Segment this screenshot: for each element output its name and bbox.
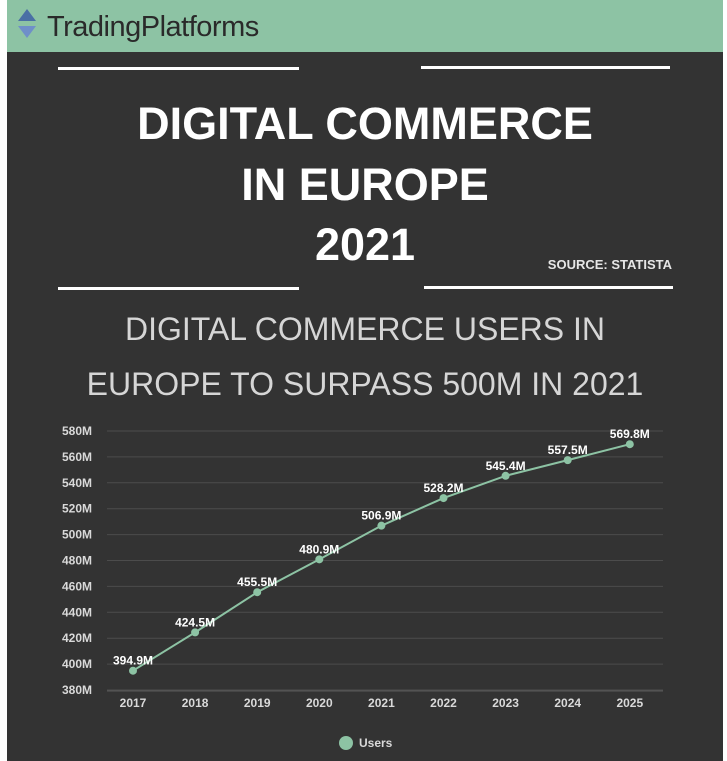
y-tick-label: 520M [62,502,92,516]
users-series-line [132,443,631,672]
data-label: 455.5M [237,575,277,589]
data-label: 506.9M [361,509,401,523]
source-note: SOURCE: STATISTA [547,257,672,272]
header-bar: TradingPlatforms [7,0,723,52]
x-tick-label: 2022 [430,696,457,710]
brand-name: TradingPlatforms [47,11,259,43]
data-point [253,588,262,597]
y-tick-label: 420M [62,631,92,645]
data-point [501,471,510,480]
y-tick-label: 540M [62,476,92,490]
data-point [191,628,200,637]
x-tick-label: 2019 [244,696,271,710]
headline-line-2: IN EUROPE [241,159,489,210]
data-label: 569.8M [610,427,650,441]
y-tick-label: 380M [62,683,92,697]
users-line-chart: 380M 400M 420M 440M 460M 480M 500M 520M 540M 560M… [62,424,663,750]
chart-title-line-2: EUROPE TO SURPASS 500M IN 2021 [86,366,644,402]
data-point [315,555,324,564]
data-label: 424.5M [175,615,215,629]
divider-top-right [421,66,670,69]
x-tick-label: 2024 [554,696,581,710]
data-point [625,440,634,449]
data-label: 480.9M [299,542,339,556]
headline-line-3: 2021 [314,219,416,270]
headline-line-1: DIGITAL COMMERCE [137,98,593,149]
chart-title-line-1: DIGITAL COMMERCE USERS IN [124,311,606,347]
data-label: 557.5M [548,443,588,457]
up-down-arrows-icon [18,9,36,38]
data-point [439,494,448,503]
y-tick-label: 460M [62,579,92,593]
legend-label: Users [359,736,393,750]
y-tick-label: 400M [62,657,92,671]
y-tick-label: 580M [62,424,92,438]
divider-top-left [58,67,299,70]
y-tick-label: 560M [62,450,92,464]
y-tick-label: 500M [62,528,92,542]
legend-marker [339,736,353,750]
y-tick-label: 480M [62,554,92,568]
x-tick-label: 2021 [368,696,395,710]
x-tick-label: 2020 [306,696,333,710]
x-tick-label: 2018 [182,696,209,710]
data-label: 394.9M [113,654,153,668]
x-tick-label: 2023 [492,696,519,710]
x-tick-label: 2025 [616,696,643,710]
data-point [129,666,137,675]
data-label: 528.2M [423,481,463,495]
data-label: 545.4M [486,459,526,473]
x-tick-label: 2017 [120,696,147,710]
divider-bottom-right [424,286,673,289]
data-point [563,456,572,465]
y-tick-label: 440M [62,605,92,619]
data-point [377,521,386,530]
divider-bottom-left [58,287,299,290]
infographic: TradingPlatforms DIGITAL COMMERCE IN EUR… [7,0,723,761]
